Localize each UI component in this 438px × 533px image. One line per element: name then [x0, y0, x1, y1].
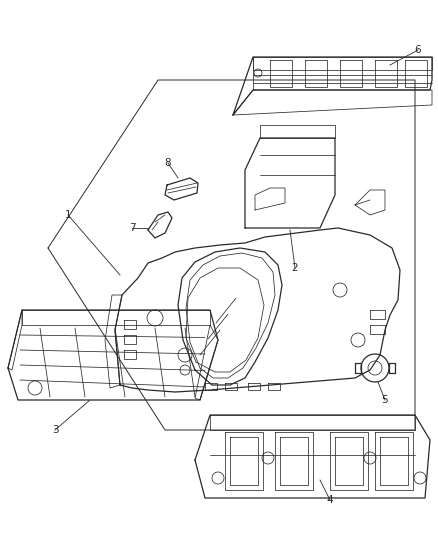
Text: 1: 1 — [64, 210, 71, 220]
Text: 6: 6 — [414, 45, 420, 55]
Text: 7: 7 — [128, 223, 135, 233]
Text: 2: 2 — [291, 263, 298, 273]
Text: 3: 3 — [52, 425, 58, 435]
Text: 4: 4 — [326, 495, 332, 505]
Text: 8: 8 — [164, 158, 171, 168]
Text: 5: 5 — [381, 395, 388, 405]
